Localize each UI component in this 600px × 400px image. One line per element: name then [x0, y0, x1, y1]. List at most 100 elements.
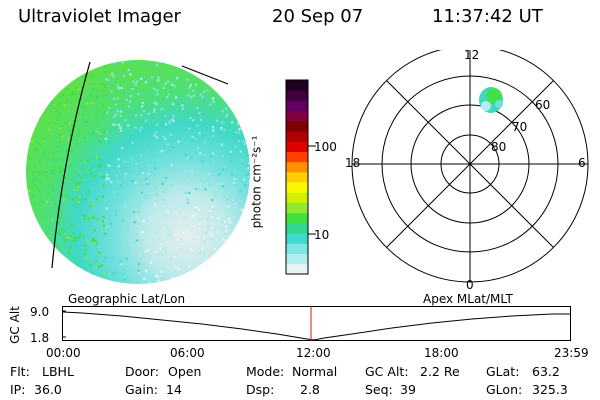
speckle: [241, 243, 244, 246]
speckle: [63, 231, 66, 234]
speckle: [209, 231, 212, 234]
speckle: [133, 241, 136, 245]
speckle: [212, 135, 215, 138]
speckle: [84, 257, 87, 260]
speckle: [196, 188, 200, 191]
speckle: [102, 185, 105, 188]
flt-value: LBHL: [42, 364, 74, 379]
speckle: [45, 87, 48, 90]
speckle: [61, 93, 64, 96]
speckle: [107, 96, 110, 99]
speckle: [102, 224, 105, 227]
speckle: [228, 214, 232, 217]
speckle: [114, 103, 117, 106]
speckle: [160, 254, 164, 257]
lat-label-80: 80: [491, 140, 507, 154]
observation-date: 20 Sep 07: [272, 6, 364, 27]
speckle: [80, 159, 83, 162]
speckle: [87, 100, 90, 103]
speckle: [234, 145, 237, 148]
speckle: [212, 129, 215, 132]
speckle: [89, 263, 92, 266]
colorbar-cell: [286, 192, 308, 204]
speckle: [107, 78, 110, 82]
lat-label-70: 70: [512, 120, 528, 134]
speckle: [34, 177, 37, 180]
instrument-title: Ultraviolet Imager: [18, 6, 181, 27]
speckle: [155, 102, 158, 106]
speckle: [216, 119, 219, 122]
speckle: [64, 177, 67, 180]
speckle: [124, 176, 127, 179]
speckle: [119, 183, 123, 186]
colorbar-unit-label: photon cm⁻²s⁻¹: [249, 135, 264, 229]
colorbar-cell: [286, 243, 308, 255]
speckle: [58, 263, 61, 266]
speckle: [138, 198, 141, 201]
speckle: [142, 220, 145, 223]
gcalt-value: 2.2 Re: [420, 364, 460, 379]
speckle: [168, 278, 171, 282]
speckle: [246, 164, 249, 168]
speckle: [187, 166, 190, 170]
speckle: [232, 99, 235, 102]
glat-value: 63.2: [532, 364, 560, 379]
speckle: [95, 260, 98, 263]
speckle: [61, 125, 64, 128]
speckle: [72, 232, 75, 235]
speckle: [49, 272, 53, 275]
speckle: [234, 202, 237, 205]
speckle: [101, 130, 104, 133]
speckle: [241, 83, 244, 86]
speckle: [242, 238, 245, 242]
speckle: [186, 99, 189, 102]
speckle: [112, 115, 116, 119]
speckle: [47, 104, 50, 107]
speckle: [104, 220, 107, 223]
speckle: [84, 124, 87, 127]
speckle: [33, 88, 36, 91]
speckle: [244, 75, 247, 78]
speckle: [53, 159, 56, 162]
speckle: [188, 127, 191, 130]
speckle: [60, 228, 63, 231]
speckle: [47, 275, 50, 278]
speckle: [244, 263, 247, 266]
speckle: [110, 180, 113, 184]
speckle: [235, 131, 238, 134]
speckle: [90, 75, 94, 78]
speckle: [59, 127, 62, 130]
speckle: [145, 178, 148, 181]
speckle: [133, 61, 136, 65]
polar-mlt-plot: [351, 50, 589, 283]
speckle: [114, 113, 117, 116]
speckle: [173, 233, 176, 236]
speckle: [210, 234, 213, 237]
speckle: [187, 155, 190, 159]
speckle: [117, 155, 120, 158]
speckle: [70, 129, 73, 132]
speckle: [201, 278, 204, 281]
speckle: [233, 177, 236, 180]
speckle: [176, 95, 179, 98]
speckle: [175, 77, 179, 80]
speckle: [92, 281, 95, 284]
speckle: [128, 267, 131, 270]
speckle: [124, 160, 127, 163]
speckle: [27, 253, 30, 256]
speckle: [92, 132, 95, 135]
speckle: [50, 89, 53, 92]
speckle: [188, 185, 191, 188]
speckle: [153, 134, 156, 137]
speckle: [192, 187, 195, 190]
speckle: [63, 72, 66, 75]
speckle: [243, 251, 246, 254]
speckle: [45, 107, 48, 110]
speckle: [76, 185, 79, 188]
speckle: [246, 173, 249, 176]
speckle: [154, 176, 157, 179]
speckle: [186, 201, 189, 204]
speckle: [32, 194, 35, 197]
speckle: [227, 266, 230, 269]
speckle: [51, 189, 54, 192]
